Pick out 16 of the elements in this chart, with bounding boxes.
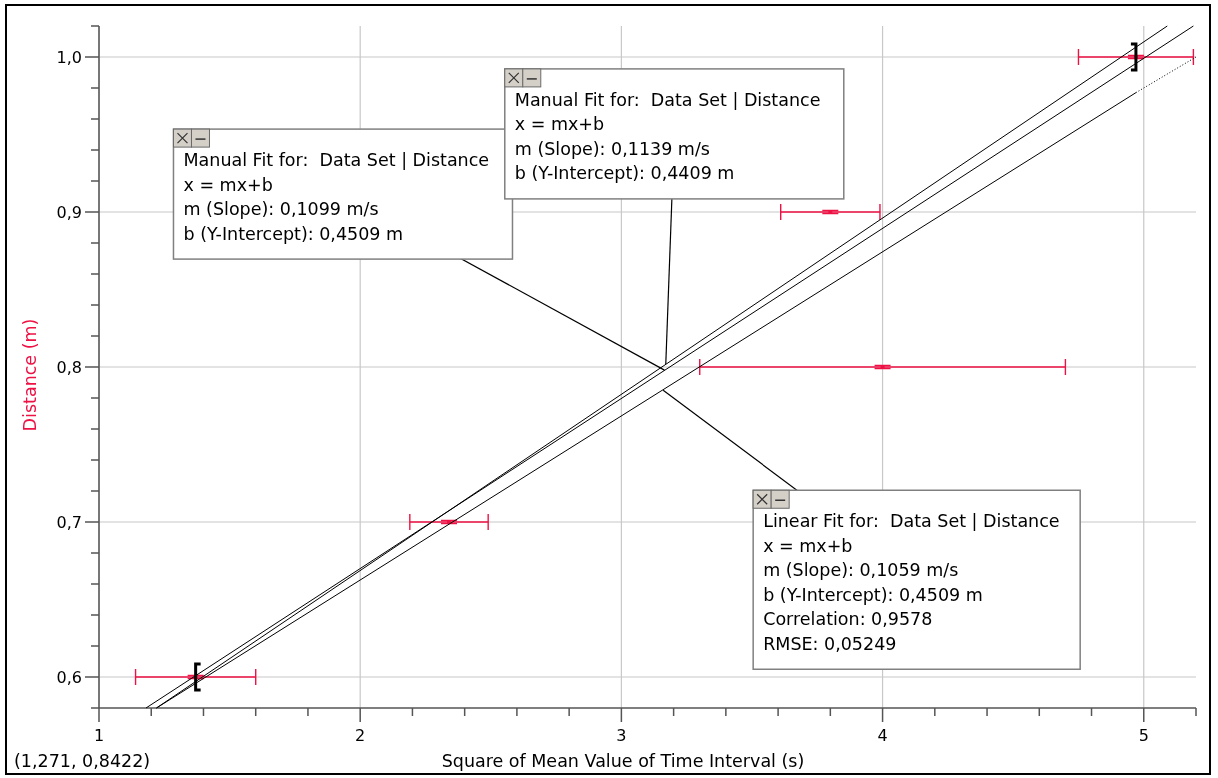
annotation: Linear Fit for: Data Set | Distance x = mx+b m (Slope): 0,1059 m/s b (Y-Intercept): 0,4509 m Correlation: 0,9578 RMSE: 0,05249 (763, 511, 1060, 654)
text: (1,271, 0,8422) (14, 751, 151, 771)
y-tick-label: 0,8 (56, 358, 82, 377)
x-tick-label: 1 (93, 726, 105, 745)
annotation: Manual Fit for: Data Set | Distance x = mx+b m (Slope): 0,1099 m/s b (Y-Intercept): 0,4509 m (183, 150, 490, 244)
x-tick-label: 2 (355, 726, 366, 745)
y-tick-label: 0,9 (56, 203, 82, 222)
x-axis-title: Square of Mean Value of Time Interval (s) (441, 751, 805, 771)
annotation: Manual Fit for: Data Set | Distance x = mx+b m (Slope): 0,1139 m/s b (Y-Intercept): 0,4409 m (514, 89, 821, 184)
y-tick-label: 0,6 (56, 668, 82, 687)
x-tick-label: 4 (877, 726, 888, 745)
x-tick-label: 5 (1138, 726, 1149, 745)
y-axis-title: Distance (m) (20, 318, 40, 432)
x-tick-label: 3 (616, 726, 627, 745)
y-tick-label: 0,7 (56, 513, 82, 532)
y-tick-label: 1,0 (56, 48, 82, 67)
